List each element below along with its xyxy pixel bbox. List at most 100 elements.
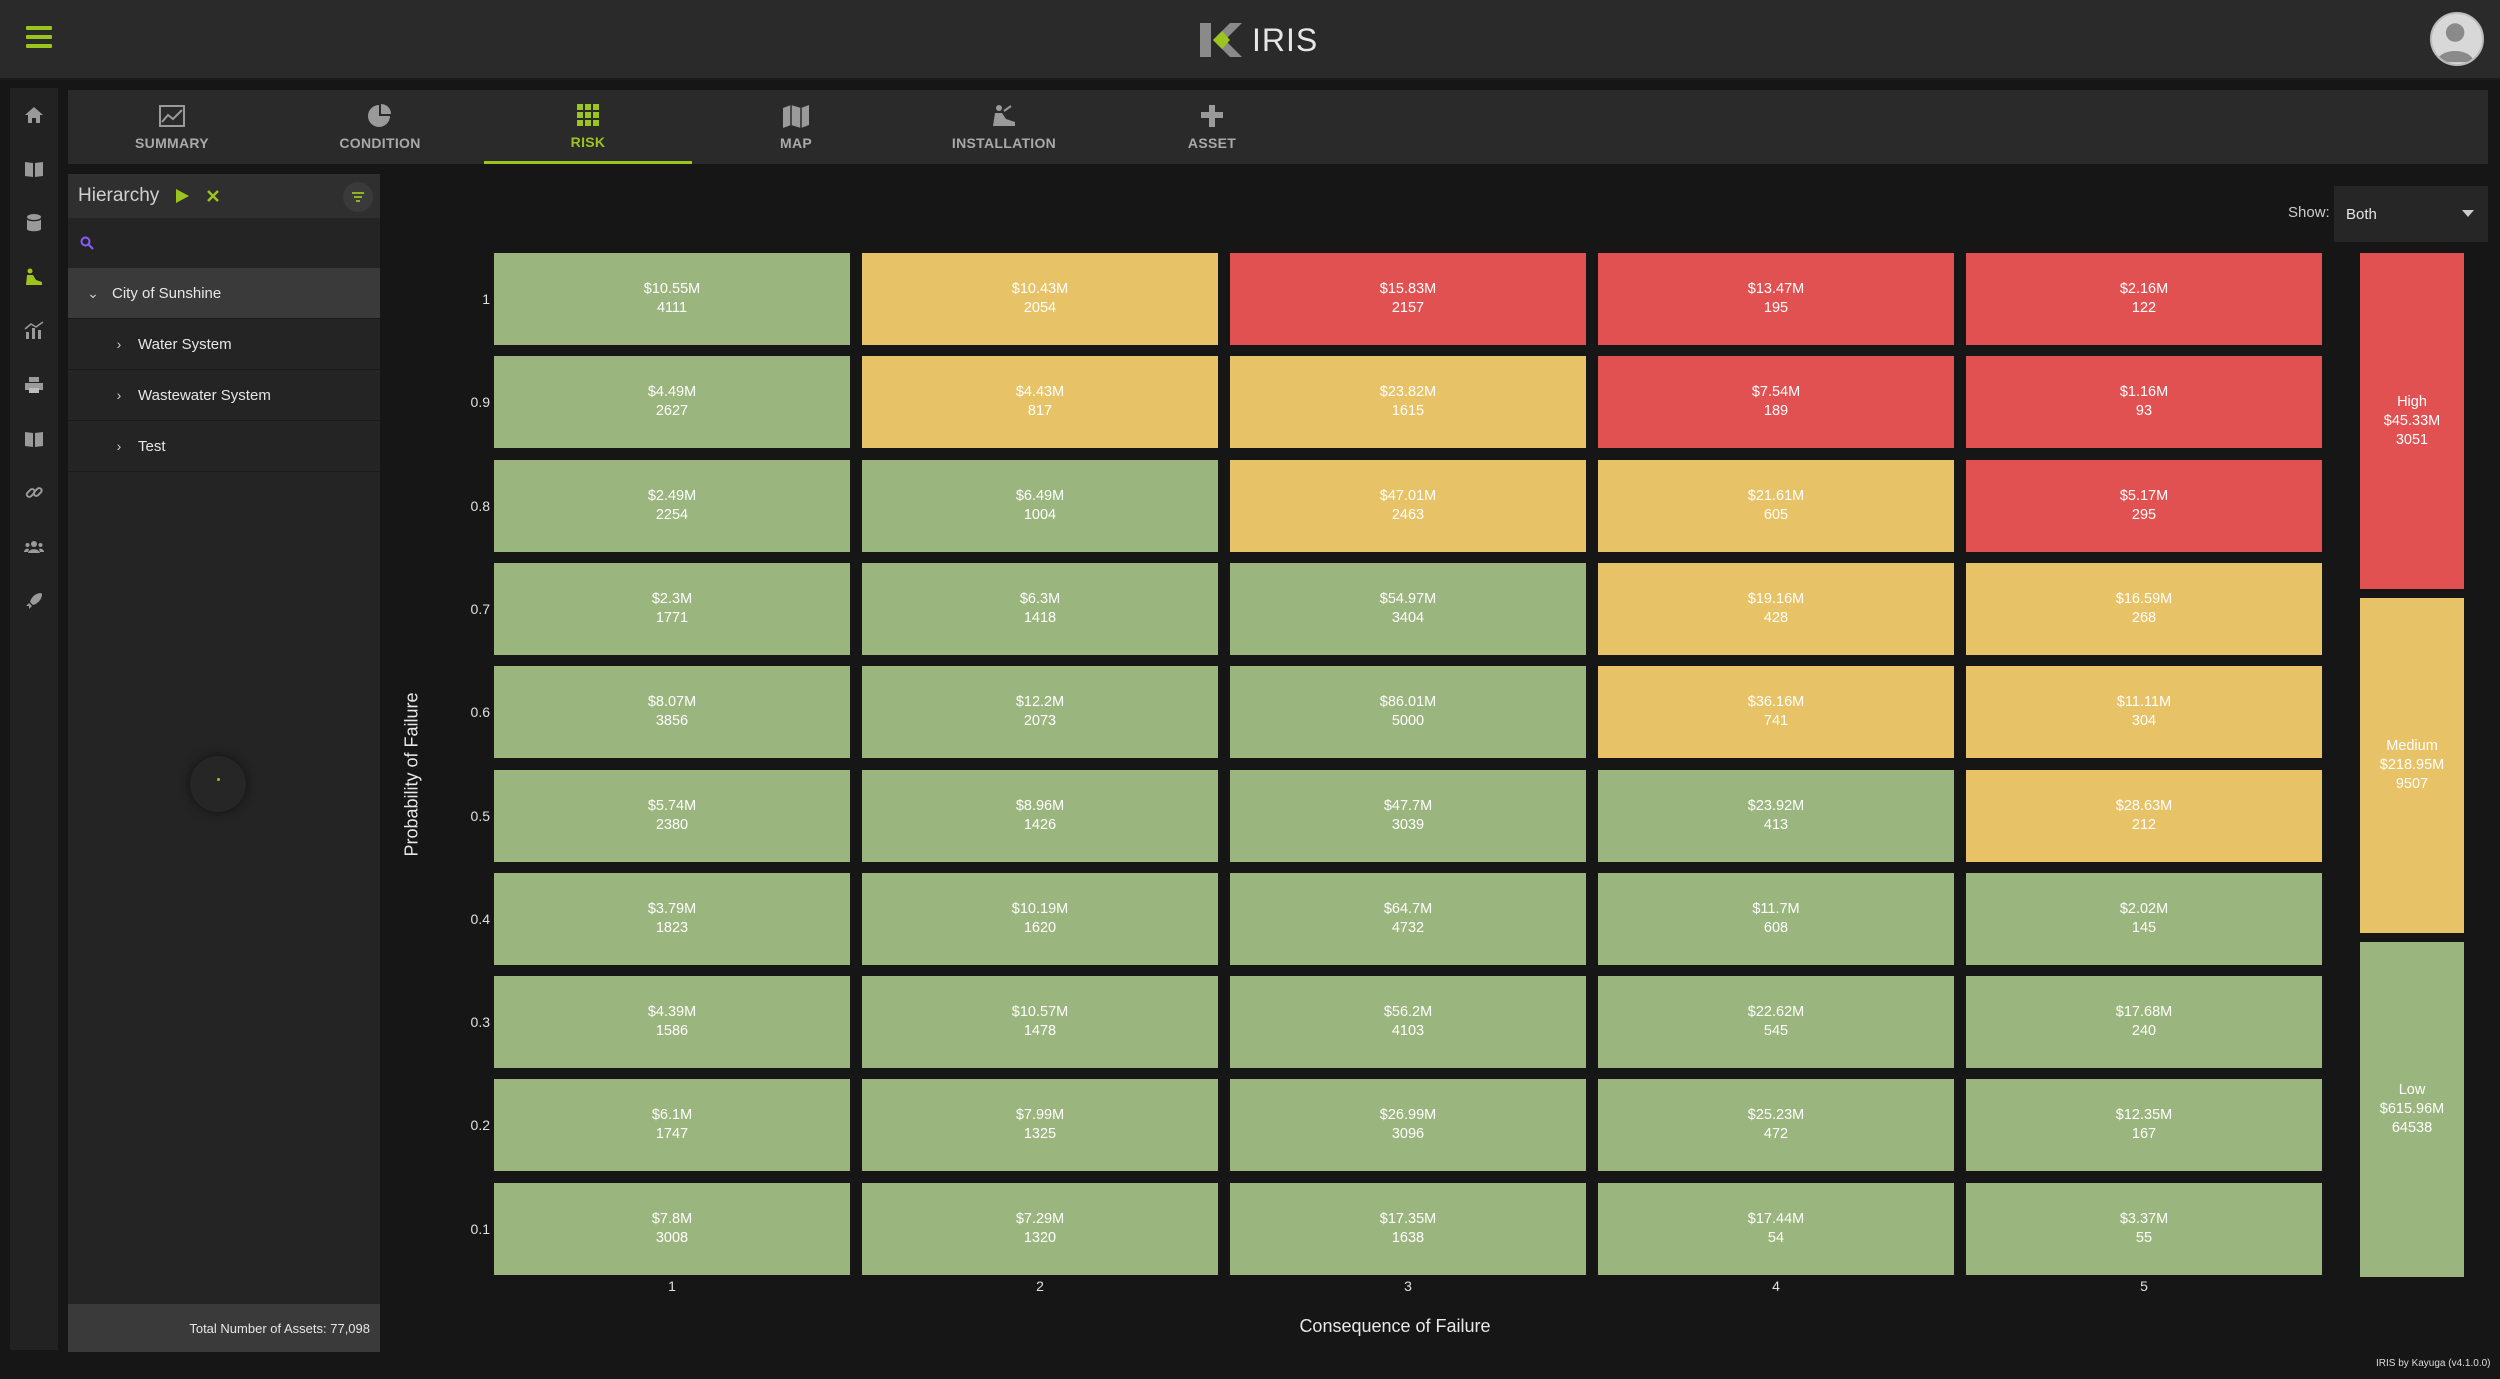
tree-item-city-of-sunshine[interactable]: ⌄ City of Sunshine (68, 268, 380, 319)
rail-print[interactable] (10, 358, 58, 412)
risk-cell[interactable]: $10.19M 1620 (862, 872, 1218, 965)
chevron-right-icon[interactable]: › (116, 438, 122, 454)
risk-cell[interactable]: $8.07M 3856 (494, 666, 850, 759)
risk-cell[interactable]: $6.3M 1418 (862, 562, 1218, 655)
risk-cell[interactable]: $3.37M 55 (1966, 1182, 2322, 1275)
rail-analytics[interactable] (10, 304, 58, 358)
risk-cell[interactable]: $56.2M 4103 (1230, 976, 1586, 1069)
risk-cell[interactable]: $10.55M 4111 (494, 253, 850, 345)
risk-cell[interactable]: $7.99M 1325 (862, 1079, 1218, 1172)
risk-cell[interactable]: $17.68M 240 (1966, 976, 2322, 1069)
cell-count-label: 145 (2131, 919, 2157, 936)
tab-asset[interactable]: ASSET (1108, 90, 1316, 164)
cell-value-label: $7.29M (1015, 1210, 1065, 1227)
risk-cell[interactable]: $5.17M 295 (1966, 459, 2322, 552)
chevron-down-icon[interactable]: ⌄ (87, 284, 99, 301)
risk-cell[interactable]: $3.79M 1823 (494, 872, 850, 965)
risk-cell[interactable]: $17.44M 54 (1598, 1182, 1954, 1275)
tab-risk[interactable]: RISK (484, 90, 692, 164)
risk-cell[interactable]: $86.01M 5000 (1230, 666, 1586, 759)
risk-cell[interactable]: $10.43M 2054 (862, 253, 1218, 345)
risk-cell[interactable]: $6.1M 1747 (494, 1079, 850, 1172)
risk-cell[interactable]: $64.7M 4732 (1230, 872, 1586, 965)
risk-cell[interactable]: $2.49M 2254 (494, 459, 850, 552)
risk-cell[interactable]: $19.16M 428 (1598, 562, 1954, 655)
rail-database[interactable] (10, 196, 58, 250)
risk-cell[interactable]: $7.54M 189 (1598, 356, 1954, 449)
risk-cell[interactable]: $15.83M 2157 (1230, 253, 1586, 345)
cell-count-label: 2627 (655, 403, 689, 420)
risk-cell[interactable]: $11.11M 304 (1966, 666, 2322, 759)
cell-count-label: 240 (2131, 1023, 2157, 1040)
risk-summary-low[interactable]: Low $615.96M 64538 (2360, 942, 2464, 1277)
risk-cell[interactable]: $12.2M 2073 (862, 666, 1218, 759)
rail-library[interactable] (10, 412, 58, 466)
risk-cell[interactable]: $23.92M 413 (1598, 769, 1954, 862)
tree-item-test[interactable]: › Test (68, 421, 380, 472)
cell-value-label: $23.92M (1747, 797, 1805, 814)
chevron-right-icon[interactable]: › (116, 336, 122, 352)
risk-cell[interactable]: $2.16M 122 (1966, 253, 2322, 345)
risk-summary-medium[interactable]: Medium $218.95M 9507 (2360, 598, 2464, 933)
tab-summary[interactable]: SUMMARY (68, 90, 276, 164)
rail-launch[interactable] (10, 574, 58, 628)
risk-cell[interactable]: $12.35M 167 (1966, 1079, 2322, 1172)
y-tick-label: 0.5 (470, 807, 490, 824)
rail-home[interactable] (10, 88, 58, 142)
rail-installation[interactable] (10, 250, 58, 304)
cell-count-label: 4732 (1391, 919, 1425, 936)
summary-text: $218.95M (2379, 757, 2445, 773)
risk-cell[interactable]: $2.02M 145 (1966, 872, 2322, 965)
cell-count-label: 93 (2135, 403, 2153, 420)
risk-cell[interactable]: $26.99M 3096 (1230, 1079, 1586, 1172)
risk-cell[interactable]: $2.3M 1771 (494, 562, 850, 655)
hierarchy-title: Hierarchy (78, 185, 160, 206)
show-select[interactable]: Both (2334, 186, 2488, 242)
risk-cell[interactable]: $10.57M 1478 (862, 976, 1218, 1069)
play-icon[interactable] (173, 187, 191, 205)
tree-item-wastewater-system[interactable]: › Wastewater System (68, 370, 380, 421)
risk-cell[interactable]: $4.43M 817 (862, 356, 1218, 449)
risk-cell[interactable]: $7.29M 1320 (862, 1182, 1218, 1275)
risk-cell[interactable]: $36.16M 741 (1598, 666, 1954, 759)
risk-cell[interactable]: $7.8M 3008 (494, 1182, 850, 1275)
search-input[interactable] (102, 234, 362, 252)
avatar[interactable] (2430, 12, 2484, 66)
risk-cell[interactable]: $4.39M 1586 (494, 976, 850, 1069)
risk-cell[interactable]: $47.01M 2463 (1230, 459, 1586, 552)
risk-cell[interactable]: $23.82M 1615 (1230, 356, 1586, 449)
close-icon[interactable] (205, 188, 221, 204)
risk-cell[interactable]: $17.35M 1638 (1230, 1182, 1586, 1275)
risk-cell[interactable]: $5.74M 2380 (494, 769, 850, 862)
risk-cell[interactable]: $4.49M 2627 (494, 356, 850, 449)
risk-cell[interactable]: $16.59M 268 (1966, 562, 2322, 655)
risk-summary-high[interactable]: High $45.33M 3051 (2360, 253, 2464, 589)
risk-cell[interactable]: $21.61M 605 (1598, 459, 1954, 552)
risk-cell[interactable]: $11.7M 608 (1598, 872, 1954, 965)
risk-cell[interactable]: $47.7M 3039 (1230, 769, 1586, 862)
y-tick-label: 0.3 (470, 1014, 490, 1031)
cell-count-label: 304 (2131, 713, 2157, 730)
tab-condition[interactable]: CONDITION (276, 90, 484, 164)
tab-installation[interactable]: INSTALLATION (900, 90, 1108, 164)
summary-text: High (2397, 393, 2427, 410)
rail-docs[interactable] (10, 142, 58, 196)
cell-value-label: $21.61M (1747, 487, 1805, 504)
risk-cell[interactable]: $22.62M 545 (1598, 976, 1954, 1069)
chevron-right-icon[interactable]: › (116, 387, 122, 403)
menu-icon[interactable] (26, 26, 52, 48)
filter-button[interactable] (343, 182, 373, 212)
risk-cell[interactable]: $8.96M 1426 (862, 769, 1218, 862)
rail-links[interactable] (10, 466, 58, 520)
risk-cell[interactable]: $54.97M 3404 (1230, 562, 1586, 655)
risk-cell[interactable]: $1.16M 93 (1966, 356, 2322, 449)
risk-cell[interactable]: $28.63M 212 (1966, 769, 2322, 862)
cell-count-label: 55 (2135, 1229, 2153, 1246)
risk-cell[interactable]: $25.23M 472 (1598, 1079, 1954, 1172)
tab-map[interactable]: MAP (692, 90, 900, 164)
rail-users[interactable] (10, 520, 58, 574)
map-icon (783, 105, 809, 128)
tree-item-water-system[interactable]: › Water System (68, 319, 380, 370)
risk-cell[interactable]: $13.47M 195 (1598, 253, 1954, 345)
risk-cell[interactable]: $6.49M 1004 (862, 459, 1218, 552)
